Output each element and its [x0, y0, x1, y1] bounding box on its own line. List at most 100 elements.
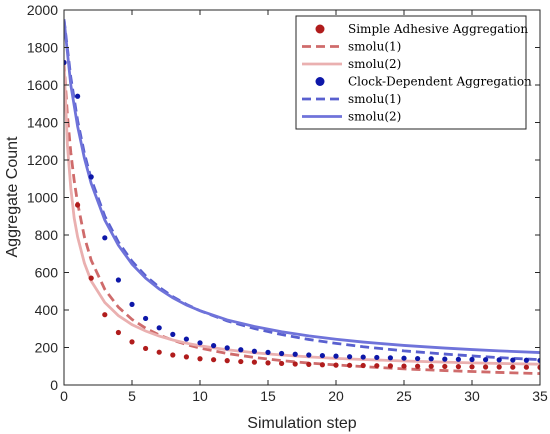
data-point — [347, 362, 353, 368]
y-tick-label: 600 — [35, 265, 59, 281]
data-point — [265, 360, 271, 366]
data-point — [224, 358, 230, 364]
data-point — [510, 357, 516, 363]
x-tick-label: 20 — [328, 388, 344, 404]
x-tick-label: 5 — [128, 388, 136, 404]
data-point — [279, 360, 285, 367]
data-point — [333, 362, 339, 368]
data-point — [183, 336, 189, 342]
data-point — [455, 356, 461, 362]
data-point — [224, 345, 230, 351]
data-point — [442, 356, 448, 362]
data-point — [292, 351, 298, 357]
data-point — [496, 357, 502, 363]
data-point — [238, 347, 244, 353]
data-point — [197, 340, 203, 346]
data-point — [238, 358, 244, 365]
y-tick-label: 800 — [35, 227, 59, 243]
data-point — [442, 363, 448, 370]
series-2-line — [64, 62, 540, 366]
data-point — [197, 356, 203, 362]
data-point — [75, 93, 81, 99]
data-point — [211, 343, 217, 349]
data-point — [510, 364, 516, 370]
data-point — [143, 345, 149, 352]
legend: Simple Adhesive Aggregation smolu(1) smolu… — [295, 15, 532, 130]
data-point — [115, 329, 121, 336]
legend-label: smolu(2) — [348, 110, 401, 124]
data-point — [360, 362, 366, 369]
legend-marker — [315, 77, 325, 86]
y-tick-label: 1200 — [27, 152, 58, 168]
data-point — [374, 354, 380, 361]
series-5-line — [64, 19, 540, 354]
data-point — [102, 312, 108, 318]
axis-ticks: 0 5 10 15 20 25 30 35 0 200 400 600 800 1000 1200 1400 1… — [27, 2, 548, 404]
data-point — [292, 361, 298, 367]
y-tick-label: 200 — [35, 340, 59, 356]
data-point — [88, 275, 94, 281]
y-tick-label: 1600 — [27, 77, 58, 93]
x-tick-label: 35 — [532, 388, 548, 404]
series-0-points — [64, 59, 540, 370]
x-tick-label: 15 — [260, 388, 276, 404]
data-point — [183, 354, 189, 360]
legend-label: smolu(1) — [348, 92, 401, 106]
data-point — [523, 364, 530, 370]
x-tick-label: 0 — [60, 388, 68, 404]
data-point — [496, 364, 502, 370]
data-point — [469, 356, 475, 363]
data-point — [537, 357, 540, 364]
data-point — [469, 364, 475, 370]
data-point — [415, 363, 421, 369]
y-tick-label: 1800 — [27, 40, 58, 56]
legend-label: Clock-Dependent Aggregation — [348, 75, 532, 89]
y-tick-label: 0 — [50, 377, 58, 393]
data-point — [428, 356, 434, 362]
data-point — [428, 363, 434, 369]
y-tick-label: 1000 — [27, 190, 58, 206]
data-point — [347, 354, 353, 360]
series-3-points — [64, 59, 540, 364]
data-point — [129, 301, 135, 307]
data-point — [455, 364, 461, 370]
data-point — [75, 202, 81, 208]
y-tick-label: 1400 — [27, 115, 58, 131]
series-layer — [64, 19, 540, 375]
data-point — [306, 361, 312, 367]
data-point — [319, 352, 325, 359]
data-point — [333, 353, 339, 359]
data-point — [387, 363, 393, 369]
data-point — [387, 355, 393, 361]
data-point — [265, 349, 271, 355]
data-point — [319, 362, 325, 368]
data-point — [115, 277, 121, 283]
y-tick-label: 2000 — [27, 2, 58, 18]
data-point — [156, 325, 162, 331]
data-point — [129, 339, 135, 345]
data-point — [401, 355, 407, 361]
legend-label: Simple Adhesive Aggregation — [348, 22, 528, 36]
legend-box — [295, 15, 527, 130]
y-tick-label: 400 — [35, 302, 59, 318]
x-axis-label: Simulation step — [247, 415, 356, 432]
data-point — [143, 315, 149, 322]
data-point — [306, 352, 312, 358]
data-point — [156, 349, 162, 355]
data-point — [102, 235, 108, 241]
data-point — [88, 174, 94, 180]
legend-label: smolu(1) — [348, 40, 401, 54]
data-point — [279, 350, 285, 357]
x-tick-label: 25 — [396, 388, 412, 404]
x-tick-label: 10 — [192, 388, 208, 404]
data-point — [415, 355, 421, 362]
data-point — [401, 363, 407, 369]
data-point — [64, 59, 67, 66]
data-point — [374, 363, 380, 369]
data-point — [360, 354, 366, 360]
y-axis-label: Aggregate Count — [4, 136, 21, 258]
data-point — [483, 364, 489, 370]
data-point — [523, 357, 530, 363]
data-point — [251, 359, 257, 365]
